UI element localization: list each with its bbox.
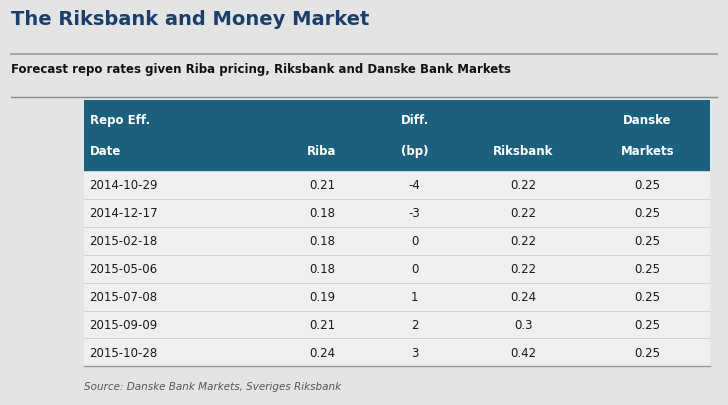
Text: 2015-09-09: 2015-09-09 bbox=[90, 318, 158, 331]
Text: 0.3: 0.3 bbox=[514, 318, 532, 331]
Text: 0.42: 0.42 bbox=[510, 346, 536, 359]
Text: 2: 2 bbox=[411, 318, 419, 331]
Text: Repo Eff.: Repo Eff. bbox=[90, 114, 150, 127]
Text: 0.25: 0.25 bbox=[635, 346, 660, 359]
Text: 0.22: 0.22 bbox=[510, 179, 536, 192]
Text: (bp): (bp) bbox=[401, 145, 428, 158]
Text: 0.25: 0.25 bbox=[635, 179, 660, 192]
Text: Source: Danske Bank Markets, Sveriges Riksbank: Source: Danske Bank Markets, Sveriges Ri… bbox=[84, 381, 341, 391]
Text: Forecast repo rates given Riba pricing, Riksbank and Danske Bank Markets: Forecast repo rates given Riba pricing, … bbox=[11, 63, 511, 76]
Text: 2015-10-28: 2015-10-28 bbox=[90, 346, 158, 359]
Text: 0: 0 bbox=[411, 262, 418, 275]
Text: 2015-07-08: 2015-07-08 bbox=[90, 290, 158, 303]
Text: 0.25: 0.25 bbox=[635, 262, 660, 275]
Text: Riksbank: Riksbank bbox=[493, 145, 553, 158]
Text: 0: 0 bbox=[411, 234, 418, 247]
Text: 0.22: 0.22 bbox=[510, 262, 536, 275]
Text: Date: Date bbox=[90, 145, 121, 158]
Text: Danske: Danske bbox=[623, 114, 672, 127]
Text: 0.22: 0.22 bbox=[510, 207, 536, 220]
Text: 0.18: 0.18 bbox=[309, 234, 335, 247]
Text: Riba: Riba bbox=[307, 145, 337, 158]
Text: The Riksbank and Money Market: The Riksbank and Money Market bbox=[11, 10, 369, 29]
Text: 0.24: 0.24 bbox=[309, 346, 335, 359]
Text: 2014-12-17: 2014-12-17 bbox=[90, 207, 158, 220]
Text: 0.25: 0.25 bbox=[635, 234, 660, 247]
Text: 1: 1 bbox=[411, 290, 419, 303]
Text: 0.19: 0.19 bbox=[309, 290, 335, 303]
Text: 2014-10-29: 2014-10-29 bbox=[90, 179, 158, 192]
Text: 0.25: 0.25 bbox=[635, 318, 660, 331]
Text: 0.21: 0.21 bbox=[309, 318, 335, 331]
Text: -3: -3 bbox=[408, 207, 421, 220]
Text: -4: -4 bbox=[408, 179, 421, 192]
Text: 0.18: 0.18 bbox=[309, 207, 335, 220]
Text: 0.22: 0.22 bbox=[510, 234, 536, 247]
Text: 3: 3 bbox=[411, 346, 418, 359]
Text: 0.25: 0.25 bbox=[635, 290, 660, 303]
Text: 2015-05-06: 2015-05-06 bbox=[90, 262, 158, 275]
Text: 0.24: 0.24 bbox=[510, 290, 536, 303]
Text: Markets: Markets bbox=[621, 145, 674, 158]
Text: 0.18: 0.18 bbox=[309, 262, 335, 275]
Text: 0.21: 0.21 bbox=[309, 179, 335, 192]
Text: 0.25: 0.25 bbox=[635, 207, 660, 220]
Text: Diff.: Diff. bbox=[400, 114, 429, 127]
Text: 2015-02-18: 2015-02-18 bbox=[90, 234, 158, 247]
